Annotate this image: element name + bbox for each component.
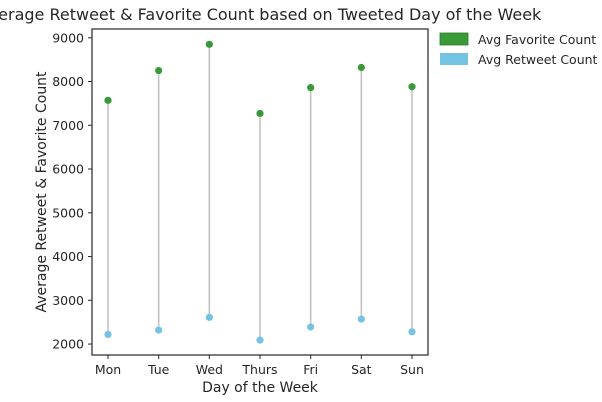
x-tick-label-wed: Wed [196,362,223,377]
x-tick-label-mon: Mon [95,362,121,377]
legend-label-favorite: Avg Favorite Count [478,32,596,47]
x-axis-ticks: Mon Tue Wed Thurs Fri Sat Sun [95,355,424,377]
retweet-point-tue [155,326,163,334]
y-tick-label: 7000 [52,118,84,133]
y-tick-label: 3000 [52,293,84,308]
x-tick-label-sun: Sun [400,362,424,377]
favorite-point-wed [205,40,213,48]
y-tick-label: 4000 [52,249,84,264]
favorite-point-sat [357,63,365,72]
legend-swatch-favorite [439,32,469,46]
legend-swatch-retweet [440,53,468,65]
x-tick-label-tue: Tue [147,362,170,377]
connector-lines [107,44,413,341]
retweet-point-mon [104,330,112,339]
y-tick-label: 6000 [52,162,84,177]
y-tick-label: 2000 [52,337,84,352]
x-tick-label-thurs: Thurs [241,362,277,377]
x-tick-label-fri: Fri [303,362,318,377]
data-points [104,40,416,344]
favorite-point-sun [408,83,416,91]
x-axis-label: Day of the Week [202,380,319,396]
legend-item-favorite: Avg Favorite Count [439,32,596,47]
y-axis-label: Average Retweet & Favorite Count [34,71,50,313]
y-axis-ticks: 2000 3000 4000 5000 6000 7000 8000 9000 [52,30,92,352]
y-tick-label: 8000 [52,74,84,89]
retweet-point-thurs [256,336,264,344]
y-tick-label: 9000 [52,30,84,45]
favorite-point-tue [155,66,163,75]
chart-title: Average Retweet & Favorite Count based o… [0,5,542,24]
retweet-point-wed [205,313,213,321]
favorite-point-thurs [256,109,264,118]
x-tick-label-sat: Sat [351,362,372,377]
retweet-point-sat [357,315,365,323]
y-tick-label: 5000 [52,205,84,220]
retweet-point-fri [307,323,315,331]
retweet-point-sun [408,328,416,336]
legend-label-retweet: Avg Retweet Count [478,52,598,67]
legend-item-retweet: Avg Retweet Count [440,52,598,67]
favorite-point-fri [307,84,315,92]
favorite-point-mon [104,96,112,104]
legend: Avg Favorite Count Avg Retweet Count [439,32,598,67]
